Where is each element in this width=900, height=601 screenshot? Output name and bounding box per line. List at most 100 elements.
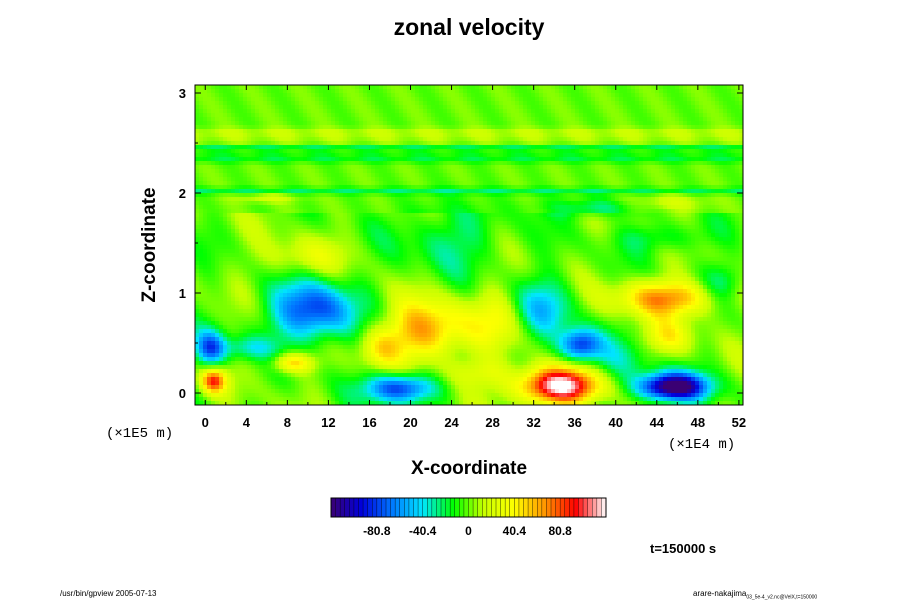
heat-cell: [683, 109, 688, 114]
heat-cell: [363, 113, 368, 118]
heat-cell: [683, 101, 688, 106]
heat-cell: [623, 213, 628, 218]
heat-cell: [231, 105, 236, 110]
heat-cell: [279, 165, 284, 170]
heat-cell: [395, 169, 400, 174]
heat-cell: [467, 189, 472, 194]
heat-cell: [659, 137, 664, 142]
heat-cell: [607, 177, 612, 182]
heat-cell: [355, 165, 360, 170]
heat-cell: [467, 221, 472, 226]
heat-cell: [543, 177, 548, 182]
heat-cell: [263, 149, 268, 154]
heat-cell: [671, 117, 676, 122]
heat-cell: [299, 133, 304, 138]
heat-cell: [695, 93, 700, 98]
heat-cell: [491, 121, 496, 126]
heat-cell: [411, 169, 416, 174]
heat-cell: [547, 93, 552, 98]
heat-cell: [255, 193, 260, 198]
heat-cell: [391, 221, 396, 226]
heat-cell: [683, 193, 688, 198]
heat-cell: [467, 85, 472, 90]
heat-cell: [655, 213, 660, 218]
heat-cell: [507, 85, 512, 90]
heat-cell: [727, 121, 732, 126]
heat-cell: [351, 169, 356, 174]
heat-cell: [663, 133, 668, 138]
heat-cell: [379, 225, 384, 230]
heat-cell: [439, 173, 444, 178]
heat-cell: [587, 217, 592, 222]
heat-cell: [683, 201, 688, 206]
heat-cell: [251, 209, 256, 214]
heat-cell: [731, 209, 736, 214]
heat-cell: [539, 217, 544, 222]
heat-cell: [199, 157, 204, 162]
heat-cell: [411, 97, 416, 102]
heat-cell: [271, 105, 276, 110]
heat-cell: [399, 165, 404, 170]
heat-cell: [519, 149, 524, 154]
heat-cell: [243, 117, 248, 122]
heat-cell: [691, 105, 696, 110]
heat-cell: [655, 157, 660, 162]
heat-cell: [343, 129, 348, 134]
heat-cell: [411, 145, 416, 150]
heat-cell: [667, 181, 672, 186]
heat-cell: [331, 113, 336, 118]
heat-cell: [739, 201, 743, 206]
heat-cell: [467, 113, 472, 118]
heat-cell: [655, 149, 660, 154]
heat-cell: [371, 145, 376, 150]
heat-cell: [367, 221, 372, 226]
heat-cell: [539, 193, 544, 198]
heat-cell: [215, 161, 220, 166]
heat-cell: [375, 193, 380, 198]
heat-cell: [407, 185, 412, 190]
heat-cell: [327, 141, 332, 146]
heat-cell: [471, 105, 476, 110]
heat-cell: [547, 177, 552, 182]
heat-cell: [271, 177, 276, 182]
heat-cell: [219, 117, 224, 122]
heat-cell: [523, 217, 528, 222]
heat-cell: [379, 177, 384, 182]
heat-cell: [391, 229, 396, 234]
heat-cell: [527, 101, 532, 106]
heat-cell: [311, 205, 316, 210]
heat-cell: [699, 109, 704, 114]
heat-cell: [367, 225, 372, 230]
heat-cell: [411, 209, 416, 214]
heat-cell: [455, 209, 460, 214]
heat-cell: [607, 137, 612, 142]
heat-cell: [315, 193, 320, 198]
heat-cell: [651, 201, 656, 206]
heat-cell: [551, 181, 556, 186]
heat-cell: [623, 137, 628, 142]
heat-cell: [515, 109, 520, 114]
heat-cell: [707, 225, 712, 230]
heat-cell: [679, 193, 684, 198]
heat-cell: [319, 141, 324, 146]
heat-cell: [703, 209, 708, 214]
heat-cell: [559, 205, 564, 210]
heat-cell: [375, 185, 380, 190]
heat-cell: [203, 217, 208, 222]
heat-cell: [579, 101, 584, 106]
heat-cell: [195, 217, 200, 222]
heat-cell: [247, 137, 252, 142]
heat-cell: [475, 141, 480, 146]
heat-cell: [687, 133, 692, 138]
heat-cell: [223, 129, 228, 134]
heat-cell: [611, 201, 616, 206]
heat-cell: [303, 221, 308, 226]
heat-cell: [691, 113, 696, 118]
heat-cell: [307, 177, 312, 182]
heat-cell: [323, 145, 328, 150]
heat-cell: [551, 157, 556, 162]
heat-cell: [259, 137, 264, 142]
heat-cell: [471, 189, 476, 194]
heat-cell: [539, 101, 544, 106]
heat-cell: [407, 197, 412, 202]
